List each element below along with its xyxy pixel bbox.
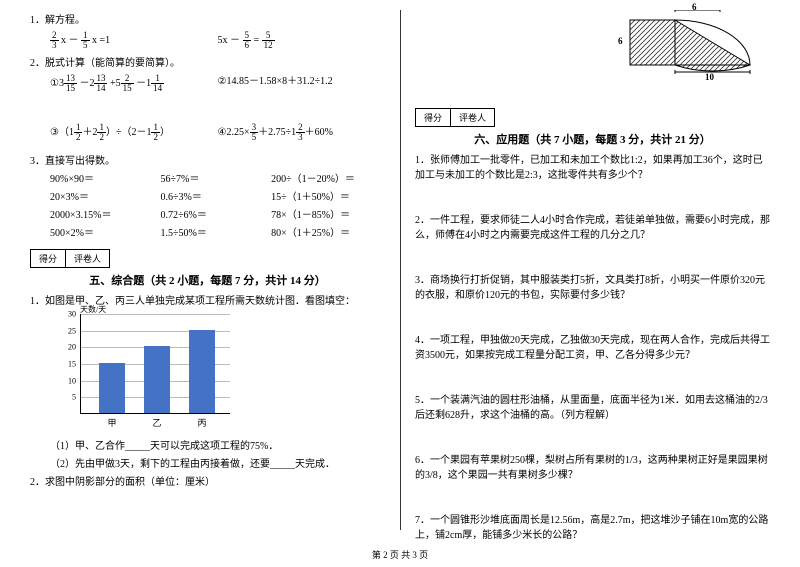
q1: 1．解方程。: [30, 13, 385, 28]
q2c: ③（112＋212）÷（2－112）: [50, 123, 218, 142]
q2: 2．脱式计算（能简算的要简算）。: [30, 56, 385, 71]
q1-eq2: 5x － 56 = 512: [218, 31, 275, 50]
q3-cell: 56÷7%＝: [161, 172, 272, 187]
xlabel: 甲: [97, 416, 127, 429]
q5-2: 2．求图中阴影部分的面积（单位：厘米）: [30, 475, 385, 490]
q3-rows: 90%×90＝56÷7%＝200÷（1－20%）＝ 20×3%＝0.6÷3%＝15…: [30, 172, 385, 241]
ytick: 10: [68, 376, 76, 385]
q3-cell: 500×2%＝: [50, 226, 161, 241]
geom-top-label: 6: [692, 2, 697, 12]
q1-eq1: 23 x － 15 x =1: [50, 31, 218, 50]
q3-cell: 1.5÷50%＝: [161, 226, 272, 241]
q1-num: 1．: [30, 15, 45, 26]
section6-title: 六、应用题（共 7 小题，每题 3 分，共计 21 分）: [415, 131, 770, 147]
section6-score: 得分 评卷人: [415, 108, 770, 127]
q3-row: 500×2%＝1.5÷50%＝80×（1＋25%）＝: [50, 226, 385, 241]
ytick: 25: [68, 326, 76, 335]
right-questions: 1．张师傅加工一批零件，已加工和未加工个数比1:2，如果再加工36个，这时已加工…: [415, 153, 770, 567]
application-question: 2．一件工程，要求师徒二人4小时合作完成，若徒弟单独做，需要6小时完成，那么，师…: [415, 213, 770, 243]
q3-cell: 200÷（1－20%）＝: [271, 172, 382, 187]
q3-num: 3．: [30, 156, 45, 167]
q2d: ④2.25×35＋2.75÷123＋60%: [218, 123, 333, 142]
score-label: 得分: [30, 249, 66, 268]
bar: [189, 330, 215, 413]
application-question: 7．一个圆锥形沙堆底面周长是12.56m，高是2.7m，把这堆沙子铺在10m宽的…: [415, 513, 770, 543]
q3-row: 90%×90＝56÷7%＝200÷（1－20%）＝: [50, 172, 385, 187]
right-column: 6 6 10 得分 评卷人 六、应用题（共 7 小题，每题 3 分，共计 21 …: [415, 10, 770, 540]
q3-cell: 78×（1－85%）＝: [271, 208, 382, 223]
q3-cell: 80×（1＋25%）＝: [271, 226, 382, 241]
xlabel: 乙: [142, 416, 172, 429]
q3-cell: 90%×90＝: [50, 172, 161, 187]
application-question: 6．一个果园有苹果树250棵，梨树占所有果树的1/3，这两种果树正好是果园果树的…: [415, 453, 770, 483]
section5-score: 得分 评卷人: [30, 249, 385, 268]
q3-cell: 15÷（1＋50%）＝: [271, 190, 382, 205]
grader-label: 评卷人: [66, 249, 110, 268]
ytick: 30: [68, 310, 76, 319]
geom-left-label: 6: [618, 36, 623, 46]
grader-label: 评卷人: [451, 108, 495, 127]
bar: [144, 346, 170, 413]
q3: 3．直接写出得数。: [30, 154, 385, 169]
q3-cell: 0.72÷6%＝: [161, 208, 272, 223]
q1-equations: 23 x － 15 x =1 5x － 56 = 512: [30, 31, 385, 50]
section5-title: 五、综合题（共 2 小题，每题 7 分，共计 14 分）: [30, 272, 385, 288]
q2-title: 脱式计算（能简算的要简算）。: [45, 58, 180, 69]
geom-bottom-label: 10: [705, 72, 714, 82]
ytick: 20: [68, 343, 76, 352]
xlabel: 丙: [187, 416, 217, 429]
q2-num: 2．: [30, 58, 45, 69]
ytick: 5: [72, 393, 76, 402]
q3-row: 2000×3.15%＝0.72÷6%＝78×（1－85%）＝: [50, 208, 385, 223]
bar-chart: 天数/天 51015202530 甲乙丙: [60, 314, 240, 434]
q3-title: 直接写出得数。: [45, 156, 115, 167]
page-footer: 第 2 页 共 3 页: [0, 548, 800, 561]
q3-row: 20×3%＝0.6÷3%＝15÷（1＋50%）＝: [50, 190, 385, 205]
q2-row1: ①31315 －21314 +5215 －1114 ②14.85－1.58×8＋…: [30, 74, 385, 93]
chart-plot: 甲乙丙: [80, 314, 230, 414]
application-question: 1．张师傅加工一批零件，已加工和未加工个数比1:2，如果再加工36个，这时已加工…: [415, 153, 770, 183]
left-column: 1．解方程。 23 x － 15 x =1 5x － 56 = 512 2．脱式…: [30, 10, 385, 540]
ytick: 15: [68, 360, 76, 369]
q3-cell: 0.6÷3%＝: [161, 190, 272, 205]
application-question: 5．一个装满汽油的圆柱形油桶，从里面量，底面半径为1米．如用去这桶油的2/3后还…: [415, 393, 770, 423]
q1-title: 解方程。: [45, 15, 85, 26]
chart-yaxis: 51015202530: [60, 314, 78, 414]
column-divider: [400, 10, 401, 530]
q5-1-sub1: （1）甲、乙合作_____天可以完成这项工程的75%．: [30, 439, 385, 454]
q3-cell: 2000×3.15%＝: [50, 208, 161, 223]
gridline: [81, 314, 230, 315]
bar: [99, 363, 125, 413]
score-label: 得分: [415, 108, 451, 127]
q2-row2: ③（112＋212）÷（2－112） ④2.25×35＋2.75÷123＋60%: [30, 123, 385, 142]
q5-1-sub2: （2）先由甲做3天，剩下的工程由丙接着做，还要_____天完成．: [30, 457, 385, 472]
application-question: 4．一项工程，甲独做20天完成，乙独做30天完成，现在两人合作，完成后共得工资3…: [415, 333, 770, 363]
geometry-figure: 6 6 10: [610, 10, 770, 90]
geom-svg: [610, 10, 770, 90]
application-question: 3．商场换行打折促销，其中服装类打5折，文具类打8折，小明买一件原价320元的衣…: [415, 273, 770, 303]
q3-cell: 20×3%＝: [50, 190, 161, 205]
q2b: ②14.85－1.58×8＋31.2÷1.2: [218, 74, 333, 93]
q2a: ①31315 －21314 +5215 －1114: [50, 74, 218, 93]
